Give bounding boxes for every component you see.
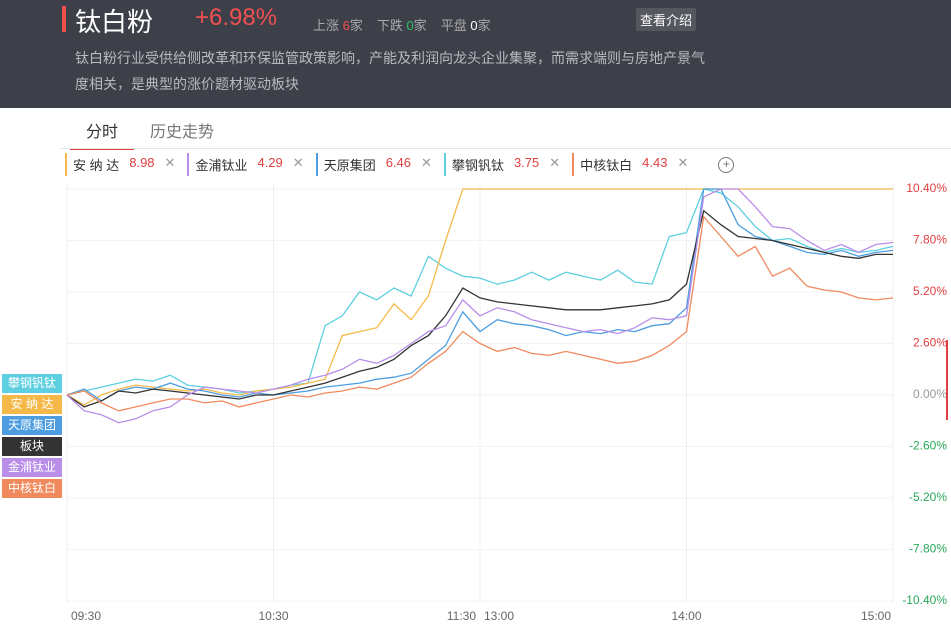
legend-swatch [2,416,62,435]
legend-swatch [2,374,62,393]
chip-close[interactable]: ✕ [677,155,689,170]
legend-label: 天原集团 [8,417,56,432]
stat-count: 0 [406,18,414,33]
zone-marker [946,340,948,420]
legend-swatch [2,395,62,414]
stat-label: 上涨 [313,18,340,33]
y-tick-label: 0.00% [913,387,947,401]
stat-unit: 家 [349,18,363,33]
stat: 上涨 6家 [313,15,363,34]
tab[interactable]: 历史走势 [150,124,215,141]
chip-name: 安 纳 达 [73,158,120,173]
y-tick-label: -7.80% [909,542,947,556]
chip-name: 中核钛白 [580,158,633,173]
legend-label: 中核钛白 [8,480,56,495]
x-tick-label: 10:30 [258,609,288,623]
stat-count: 6 [342,18,350,33]
stat-unit: 家 [413,18,427,33]
intro-button[interactable]: 查看介绍 [636,8,697,31]
tab[interactable]: 分时 [70,118,135,150]
stat: 下跌 0家 [377,15,427,34]
sector-change: +6.98% [195,4,278,31]
chip-value: 3.75 [513,155,540,170]
legend-label: 板块 [20,439,44,453]
series-line [66,188,894,402]
stat-unit: 家 [477,18,491,33]
stats: 上涨 6家 下跌 0家 平盘 0家 [313,15,491,34]
stat-count: 0 [470,18,478,33]
sector-title: 钛白粉 [75,7,154,37]
y-tick-label: 7.80% [913,233,947,247]
legend-swatch [2,458,62,477]
tabs: 分时 历史走势 [70,118,230,150]
description: 钛白粉行业受供给侧改革和环保监管政策影响，产能及利润向龙头企业集聚，而需求端则与… [75,50,705,92]
legend-label: 金浦钛业 [8,459,56,474]
add-button[interactable]: + [718,156,735,173]
stat-label: 下跌 [376,18,403,33]
chip-name: 攀钢钒钛 [451,158,504,173]
x-tick-label: 13:00 [484,609,514,623]
series-line [66,188,893,406]
stock-chips: 安 纳 达 8.98 ✕ 金浦钛业 4.29 ✕ 天原集团 6.46 ✕ 攀钢钒钛 3.75 ✕ 中核钛… [65,153,735,176]
legend-label: 攀钢钒钛 [8,375,56,390]
stat: 平盘 0家 [441,15,491,34]
chip-name: 金浦钛业 [195,158,248,173]
series-line [66,209,893,408]
chip-value: 4.29 [257,155,283,170]
chip-value: 6.46 [385,155,412,170]
accent-bar [62,6,66,32]
legend-swatch [2,437,62,456]
stock-chip[interactable]: 安 纳 达 8.98 ✕ [65,153,183,176]
divider [60,148,951,149]
y-tick-label: 2.60% [913,336,947,350]
stock-chip[interactable]: 天原集团 6.46 ✕ [315,153,440,176]
chip-close[interactable]: ✕ [549,155,561,170]
x-tick-label: 09:30 [71,609,101,623]
chip-close[interactable]: ✕ [164,155,176,170]
y-tick-label: -5.20% [909,490,947,504]
header: 钛白粉 +6.98% 上涨 6家 下跌 0家 平盘 0家 查看介绍 钛白粉行业受供给… [0,0,951,108]
y-tick-label: 5.20% [913,284,947,298]
y-tick-label: 10.40% [906,181,947,195]
x-tick-label: 11:30 [447,609,476,623]
legend-swatch [2,479,62,498]
chip-value: 4.43 [642,155,668,170]
y-tick-label: -2.60% [909,439,947,453]
x-tick-label: 14:00 [671,609,701,623]
stat-label: 平盘 [440,18,467,33]
stock-chip[interactable]: 中核钛白 4.43 ✕ [572,153,696,176]
series-line [66,215,894,412]
series-line [66,188,894,424]
stock-chip[interactable]: 金浦钛业 4.29 ✕ [187,153,311,176]
x-tick-label: 15:00 [861,609,891,623]
stock-chip[interactable]: 攀钢钒钛 3.75 ✕ [443,153,568,176]
chip-name: 天原集团 [323,158,376,173]
chip-value: 8.98 [129,155,155,170]
chip-close[interactable]: ✕ [421,155,432,170]
legend-label: 安 纳 达 [11,396,54,411]
chip-close[interactable]: ✕ [292,155,304,170]
y-tick-label: -10.40% [902,593,947,607]
